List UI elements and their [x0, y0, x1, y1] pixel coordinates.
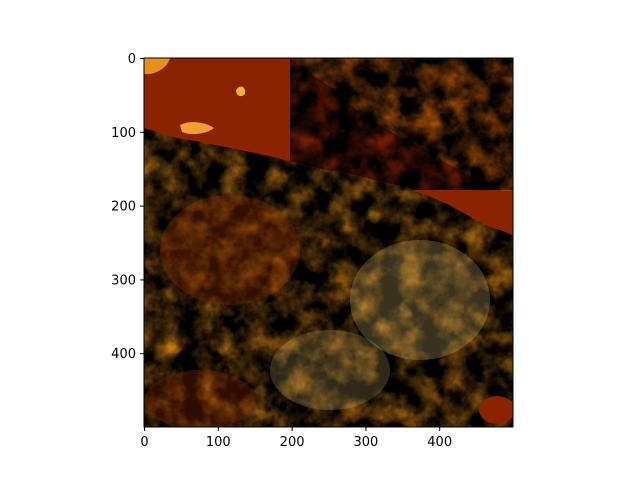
pond [479, 396, 513, 424]
upper-right-landmass [290, 58, 513, 191]
x-tick-label: 400 [427, 435, 452, 450]
x-tick-label: 100 [206, 435, 231, 450]
y-tick-label: 300 [111, 273, 136, 288]
islet [236, 86, 246, 97]
y-tick-label: 400 [111, 347, 136, 362]
x-tick-label: 0 [140, 435, 148, 450]
y-axis: 0 100 200 300 400 [111, 52, 144, 362]
y-tick-label: 100 [111, 126, 136, 141]
small-island [180, 122, 214, 135]
x-tick-label: 300 [353, 435, 378, 450]
x-tick-label: 200 [280, 435, 305, 450]
top-left-shore [144, 58, 170, 74]
axes-frame [143, 57, 514, 428]
terrain-image [144, 58, 513, 427]
y-tick-label: 0 [128, 52, 136, 67]
mainland [144, 128, 513, 427]
y-tick-label: 200 [111, 200, 136, 215]
x-axis: 0 100 200 300 400 [140, 427, 452, 450]
